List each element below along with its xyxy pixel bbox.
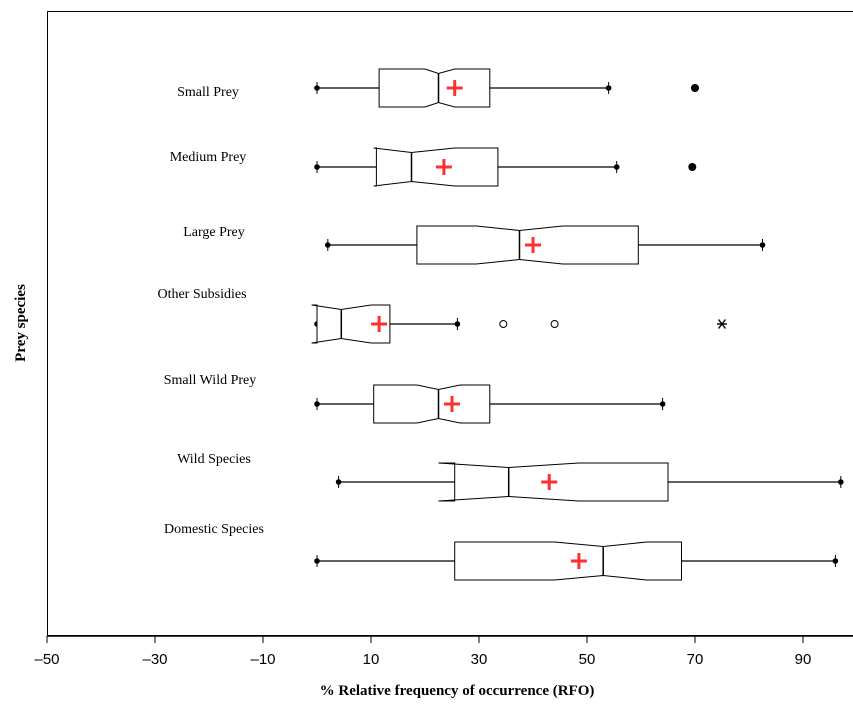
whisker-end-high bbox=[838, 479, 844, 485]
category-label: Medium Prey bbox=[170, 150, 247, 165]
box-small-wild-prey bbox=[314, 384, 666, 424]
star-stroke bbox=[717, 319, 727, 329]
x-tick-label: –50 bbox=[34, 651, 59, 668]
whisker-end-low bbox=[314, 85, 320, 91]
notched-box bbox=[378, 68, 491, 108]
notched-box bbox=[311, 304, 391, 344]
whisker-end-low bbox=[325, 242, 331, 248]
outlier-point bbox=[691, 84, 699, 92]
x-axis-title: % Relative frequency of occurrence (RFO) bbox=[320, 683, 595, 699]
category-label: Small Wild Prey bbox=[164, 373, 257, 388]
whisker-end-high bbox=[454, 321, 461, 327]
outlier-point bbox=[550, 320, 559, 328]
extreme-outlier-point bbox=[717, 319, 727, 329]
x-tick-label: 90 bbox=[795, 651, 812, 668]
whisker-end-high bbox=[759, 242, 766, 248]
box-small-prey bbox=[314, 68, 699, 108]
x-tick-label: 30 bbox=[471, 651, 488, 668]
category-label: Other Subsidies bbox=[157, 287, 246, 302]
x-axis-ticks: –50 –30 –10 10 30 50 70 90 bbox=[34, 636, 811, 668]
outlier-point bbox=[688, 163, 697, 171]
category-label: Wild Species bbox=[177, 452, 251, 467]
box-medium-prey bbox=[314, 147, 697, 187]
whisker-end-low bbox=[314, 164, 320, 170]
plot-layer bbox=[311, 68, 844, 581]
category-labels: Small Prey Medium Prey Large Prey Other Sub… bbox=[157, 85, 263, 537]
category-label: Large Prey bbox=[183, 225, 245, 240]
x-tick-label: –10 bbox=[250, 651, 275, 668]
whisker-end-high bbox=[659, 401, 666, 407]
box-domestic-species bbox=[314, 541, 839, 581]
whisker-end-low bbox=[314, 401, 320, 407]
whisker-end-low bbox=[335, 479, 342, 485]
box-large-prey bbox=[325, 225, 766, 265]
whisker-end-high bbox=[832, 558, 839, 564]
x-tick-label: 50 bbox=[579, 651, 596, 668]
box-other-subsidies bbox=[311, 304, 727, 344]
whisker-end-high bbox=[613, 164, 620, 170]
box-wild-species bbox=[335, 462, 844, 502]
category-label: Domestic Species bbox=[164, 522, 264, 537]
x-tick-label: –30 bbox=[142, 651, 167, 668]
whisker-end-low bbox=[314, 558, 320, 564]
category-label: Small Prey bbox=[177, 85, 239, 100]
notched-box bbox=[454, 541, 682, 581]
whisker-end-high bbox=[605, 85, 612, 91]
notched-box bbox=[373, 147, 499, 187]
outlier-point bbox=[499, 320, 508, 328]
notched-box bbox=[373, 384, 491, 424]
y-axis-title: Prey species bbox=[13, 284, 29, 362]
x-tick-label: 10 bbox=[363, 651, 380, 668]
x-tick-label: 70 bbox=[687, 651, 704, 668]
